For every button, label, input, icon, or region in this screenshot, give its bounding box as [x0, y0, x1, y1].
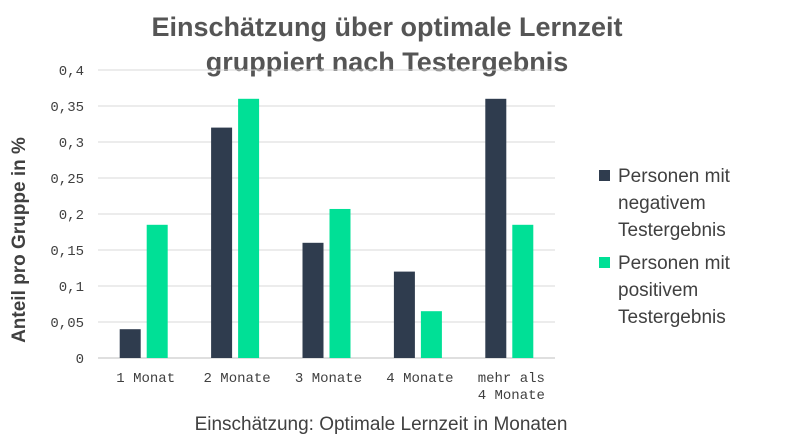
x-axis-categories: 1 Monat 2 Monate 3 Monate 4 Monate mehr als4…	[116, 371, 545, 404]
y-axis-ticks: 0 0,05 0,1 0,15 0,2 0,25 0,3 0,35 0,4	[50, 64, 84, 368]
legend-swatch	[599, 170, 610, 181]
y-tick-label: 0,15	[50, 244, 84, 260]
bar-positive	[420, 311, 442, 358]
y-tick-label: 0	[76, 352, 84, 368]
bar-negative	[119, 329, 141, 358]
bar-positive	[238, 98, 260, 359]
y-tick-label: 0,3	[59, 136, 84, 152]
x-category-label: mehr als	[478, 371, 545, 387]
y-tick-label: 0,2	[59, 208, 84, 224]
x-category-label: 1 Monat	[116, 371, 175, 387]
x-category-label: 4 Monate	[386, 371, 453, 387]
legend-label: positivem	[618, 280, 698, 301]
legend-label: negativem	[618, 193, 706, 214]
y-tick-label: 0,4	[59, 64, 84, 80]
chart-title: Einschätzung über optimale Lernzeit	[151, 12, 622, 42]
y-tick-label: 0,25	[50, 172, 84, 188]
bar-negative	[393, 271, 415, 358]
y-axis-title: Anteil pro Gruppe in %	[9, 137, 30, 343]
legend-label: Testergebnis	[618, 220, 726, 241]
legend-label: Personen mit	[618, 253, 731, 274]
bar-positive	[146, 224, 168, 358]
y-tick-label: 0,1	[59, 280, 84, 296]
x-category-label: 4 Monate	[478, 388, 545, 404]
bar-negative	[485, 98, 507, 359]
legend-swatch	[599, 257, 610, 268]
bar-negative	[302, 242, 324, 358]
y-tick-label: 0,05	[50, 316, 84, 332]
x-axis-title: Einschätzung: Optimale Lernzeit in Monat…	[195, 414, 568, 435]
y-tick-label: 0,35	[50, 100, 84, 116]
x-category-label: 2 Monate	[203, 371, 270, 387]
chart-subtitle: gruppiert nach Testergebnis	[206, 47, 569, 77]
bars	[119, 98, 534, 359]
x-category-label: 3 Monate	[295, 371, 362, 387]
gridlines	[98, 69, 555, 359]
bar-positive	[512, 224, 534, 358]
legend-label: Personen mit	[618, 166, 731, 187]
legend: Personen mit negativem Testergebnis Persone…	[599, 166, 731, 328]
bar-negative	[211, 127, 233, 358]
bar-positive	[329, 208, 351, 358]
legend-label: Testergebnis	[618, 307, 726, 328]
